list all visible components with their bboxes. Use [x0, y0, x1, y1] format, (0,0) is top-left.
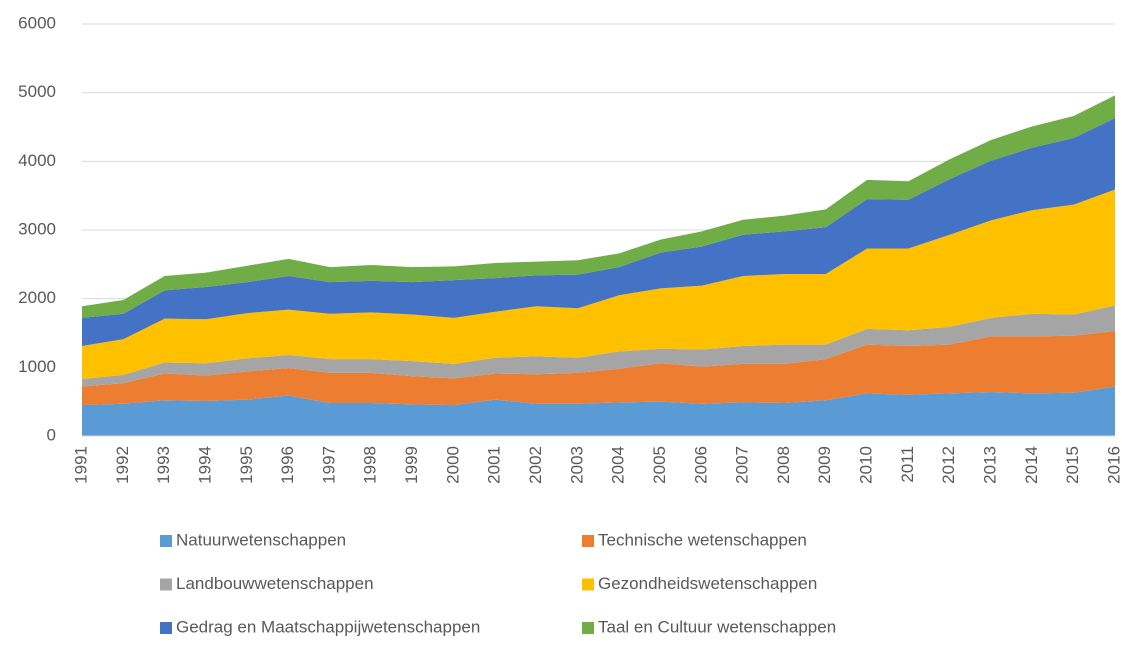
x-tick-label: 2008 [774, 446, 793, 484]
x-tick-label: 1996 [278, 446, 297, 484]
x-tick-label: 1997 [319, 446, 338, 484]
x-tick-label: 1998 [361, 446, 380, 484]
legend-swatch [582, 578, 594, 591]
legend-label: Technische wetenschappen [598, 530, 807, 549]
x-tick-label: 2004 [609, 446, 628, 484]
x-tick-label: 2003 [567, 446, 586, 484]
legend-label: Taal en Cultuur wetenschappen [598, 617, 836, 636]
x-tick-label: 2016 [1104, 446, 1123, 484]
y-tick-label: 6000 [18, 13, 56, 32]
legend-swatch [160, 622, 172, 634]
legend-label: Gezondheidswetenschappen [598, 574, 817, 593]
legend-swatch [582, 622, 594, 634]
x-tick-label: 1993 [154, 446, 173, 484]
y-tick-label: 3000 [18, 219, 56, 238]
area [82, 305, 1115, 387]
x-tick-label: 2011 [898, 446, 917, 483]
x-tick-label: 2005 [650, 446, 669, 484]
legend-swatch [160, 578, 172, 591]
x-tick-label: 1991 [71, 446, 90, 484]
x-tick-label: 1994 [195, 446, 214, 484]
x-tick-label: 2014 [1022, 446, 1041, 484]
x-tick-label: 1992 [113, 446, 132, 484]
y-tick-label: 2000 [18, 288, 56, 307]
y-tick-label: 5000 [18, 82, 56, 101]
x-tick-label: 2009 [815, 446, 834, 484]
area [82, 118, 1115, 347]
legend-swatch [160, 535, 172, 547]
legend-label: Gedrag en Maatschappijwetenschappen [176, 617, 480, 636]
x-tick-label: 2000 [443, 446, 462, 484]
legend-label: Landbouwwetenschappen [176, 574, 374, 593]
area [82, 386, 1115, 436]
legend-swatch [582, 535, 594, 547]
y-tick-label: 1000 [18, 357, 56, 376]
x-tick-label: 2015 [1063, 446, 1082, 484]
x-tick-label: 2007 [733, 446, 752, 484]
area [82, 189, 1115, 380]
x-tick-label: 1999 [402, 446, 421, 484]
x-tick-label: 2012 [939, 446, 958, 484]
x-tick-label: 1995 [237, 446, 256, 484]
x-tick-label: 2002 [526, 446, 545, 484]
y-tick-label: 4000 [18, 151, 56, 170]
legend-label: Natuurwetenschappen [176, 530, 346, 549]
x-tick-label: 2006 [691, 446, 710, 484]
y-tick-label: 0 [47, 425, 56, 444]
x-tick-label: 2010 [857, 446, 876, 484]
x-tick-label: 2001 [485, 446, 504, 484]
area [82, 330, 1115, 406]
x-tick-label: 2013 [981, 446, 1000, 484]
